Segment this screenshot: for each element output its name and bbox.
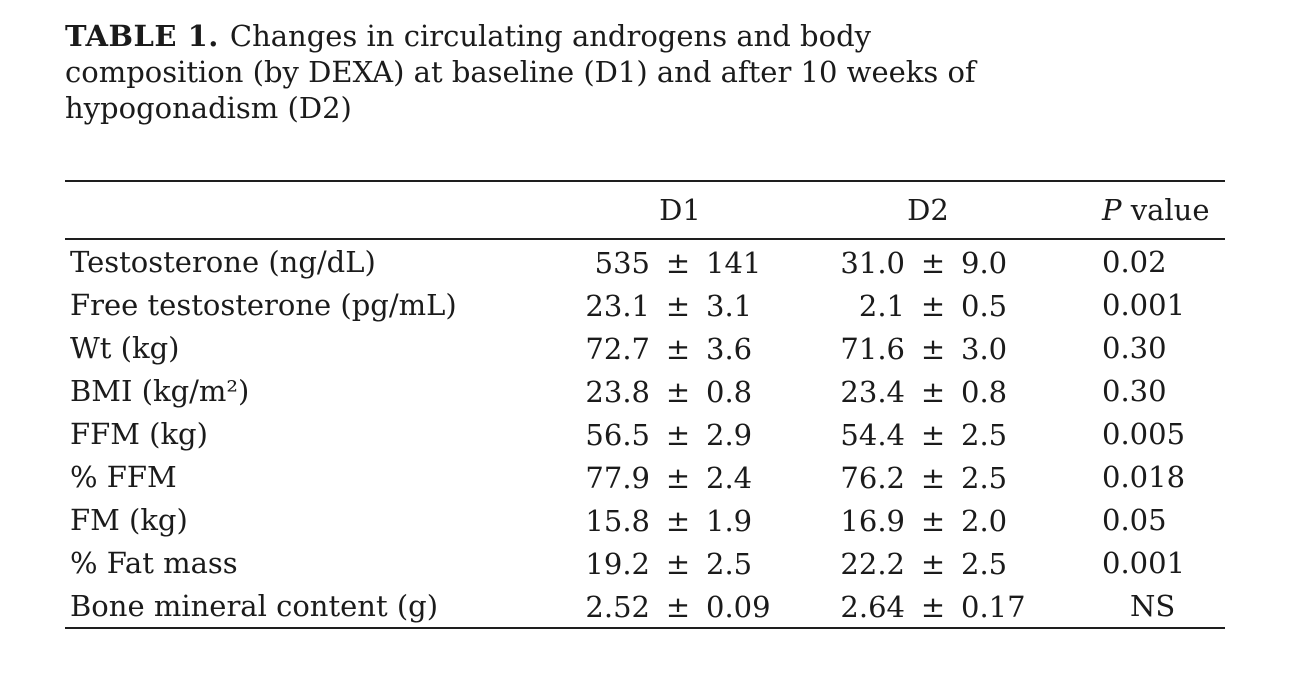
d2-value-cell: 2.64 ±0.17 <box>800 584 1025 628</box>
p-value: 0.001 <box>1102 545 1186 580</box>
d2-value-cell: 54.4 ±2.5 <box>800 412 1016 455</box>
table-row: Wt (kg) 72.7 ±3.6 71.6 ±3.0 0.30 <box>65 326 1225 369</box>
p-value-cell: 0.30 <box>1016 326 1225 369</box>
d1-value: 19.2 ±2.5 <box>585 546 753 581</box>
row-label: % Fat mass <box>70 545 238 580</box>
d1-value-cell: 56.5 ±2.9 <box>560 412 800 455</box>
header-row: D1 D2 P value <box>65 181 1225 240</box>
data-table: D1 D2 P value Testosterone (ng/dL) 535 ±1… <box>65 180 1225 629</box>
d2-value-cell: 71.6 ±3.0 <box>800 326 1016 369</box>
p-value: 0.05 <box>1102 502 1167 537</box>
row-label: Wt (kg) <box>70 330 180 365</box>
d1-value: 56.5 ±2.9 <box>585 417 753 452</box>
d1-value-cell: 77.9 ±2.4 <box>560 455 800 498</box>
row-label: Free testosterone (pg/mL) <box>70 287 457 322</box>
p-value: NS <box>1130 588 1176 623</box>
d2-value-cell: 22.2 ±2.5 <box>800 541 1016 584</box>
p-value: 0.005 <box>1102 416 1186 451</box>
p-value-cell: 0.05 <box>1016 498 1225 541</box>
d2-value-cell: 23.4 ±0.8 <box>800 369 1016 412</box>
d1-value: 535 ±141 <box>594 245 762 280</box>
d1-value-cell: 23.8 ±0.8 <box>560 369 800 412</box>
d2-value: 2.1 ±0.5 <box>858 288 1008 323</box>
d2-value: 23.4 ±0.8 <box>840 374 1008 409</box>
d2-value-cell: 2.1 ±0.5 <box>800 283 1016 326</box>
d1-value: 23.8 ±0.8 <box>585 374 753 409</box>
p-value-cell: 0.018 <box>1016 455 1225 498</box>
d2-value: 31.0 ±9.0 <box>840 245 1008 280</box>
p-value-cell: 0.001 <box>1016 541 1225 584</box>
row-label: Bone mineral content (g) <box>70 588 439 623</box>
table-body: Testosterone (ng/dL) 535 ±141 31.0 ±9.0 0.… <box>65 239 1225 628</box>
row-label: BMI (kg/m²) <box>70 373 250 408</box>
d1-value: 2.52 ±0.09 <box>585 589 771 624</box>
caption-line-1: TABLE 1. Changes in circulating androgens… <box>65 18 1300 54</box>
table-row: % FFM 77.9 ±2.4 76.2 ±2.5 0.018 <box>65 455 1225 498</box>
caption-line-2: composition (by DEXA) at baseline (D1) a… <box>65 55 976 89</box>
table-row: % Fat mass 19.2 ±2.5 22.2 ±2.5 0.001 <box>65 541 1225 584</box>
d2-value: 2.64 ±0.17 <box>840 589 1026 624</box>
p-value: 0.02 <box>1102 244 1167 279</box>
d1-value: 77.9 ±2.4 <box>585 460 753 495</box>
d1-value-cell: 2.52 ±0.09 <box>560 584 800 628</box>
table-row: Free testosterone (pg/mL) 23.1 ±3.1 2.1 ±0… <box>65 283 1225 326</box>
d2-value: 22.2 ±2.5 <box>840 546 1008 581</box>
table-caption: TABLE 1. Changes in circulating androgens… <box>65 18 1300 126</box>
d1-value-cell: 19.2 ±2.5 <box>560 541 800 584</box>
column-header-d2: D2 <box>800 181 1016 240</box>
row-label: FFM (kg) <box>70 416 208 451</box>
table-figure: TABLE 1. Changes in circulating androgens… <box>65 18 1300 629</box>
column-header-stub <box>65 181 560 240</box>
row-label: Testosterone (ng/dL) <box>70 244 376 279</box>
table-row: FM (kg) 15.8 ±1.9 16.9 ±2.0 0.05 <box>65 498 1225 541</box>
caption-text-1: Changes in circulating androgens and bod… <box>229 19 872 53</box>
d2-value: 16.9 ±2.0 <box>840 503 1008 538</box>
p-value-cell: 0.02 <box>1016 239 1225 283</box>
table-label: TABLE 1. <box>65 19 219 53</box>
table-header: D1 D2 P value <box>65 181 1225 240</box>
p-value-cell: 0.30 <box>1016 369 1225 412</box>
column-header-d1: D1 <box>560 181 800 240</box>
d1-value-cell: 23.1 ±3.1 <box>560 283 800 326</box>
row-label: FM (kg) <box>70 502 188 537</box>
d1-value: 72.7 ±3.6 <box>585 331 753 366</box>
d2-value-cell: 76.2 ±2.5 <box>800 455 1016 498</box>
d1-value-cell: 72.7 ±3.6 <box>560 326 800 369</box>
d2-value: 54.4 ±2.5 <box>840 417 1008 452</box>
table-row: Testosterone (ng/dL) 535 ±141 31.0 ±9.0 0.… <box>65 239 1225 283</box>
p-value-cell: 0.001 <box>1016 283 1225 326</box>
d2-value-cell: 31.0 ±9.0 <box>800 239 1016 283</box>
p-value: 0.001 <box>1102 287 1186 322</box>
d1-value: 15.8 ±1.9 <box>585 503 753 538</box>
d1-value-cell: 15.8 ±1.9 <box>560 498 800 541</box>
d2-value-cell: 16.9 ±2.0 <box>800 498 1016 541</box>
p-value-cell: NS <box>1016 584 1225 628</box>
row-label: % FFM <box>70 459 177 494</box>
p-value: 0.018 <box>1102 459 1186 494</box>
table-row: FFM (kg) 56.5 ±2.9 54.4 ±2.5 0.005 <box>65 412 1225 455</box>
p-value-cell: 0.005 <box>1016 412 1225 455</box>
table-row: BMI (kg/m²) 23.8 ±0.8 23.4 ±0.8 0.30 <box>65 369 1225 412</box>
d1-value: 23.1 ±3.1 <box>585 288 753 323</box>
column-header-p-value: P value <box>1016 181 1225 240</box>
caption-line-3: hypogonadism (D2) <box>65 91 352 125</box>
d2-value: 76.2 ±2.5 <box>840 460 1008 495</box>
table-row: Bone mineral content (g) 2.52 ±0.09 2.64 ±… <box>65 584 1225 628</box>
p-value: 0.30 <box>1102 330 1167 365</box>
d1-value-cell: 535 ±141 <box>560 239 800 283</box>
p-value: 0.30 <box>1102 373 1167 408</box>
d2-value: 71.6 ±3.0 <box>840 331 1008 366</box>
